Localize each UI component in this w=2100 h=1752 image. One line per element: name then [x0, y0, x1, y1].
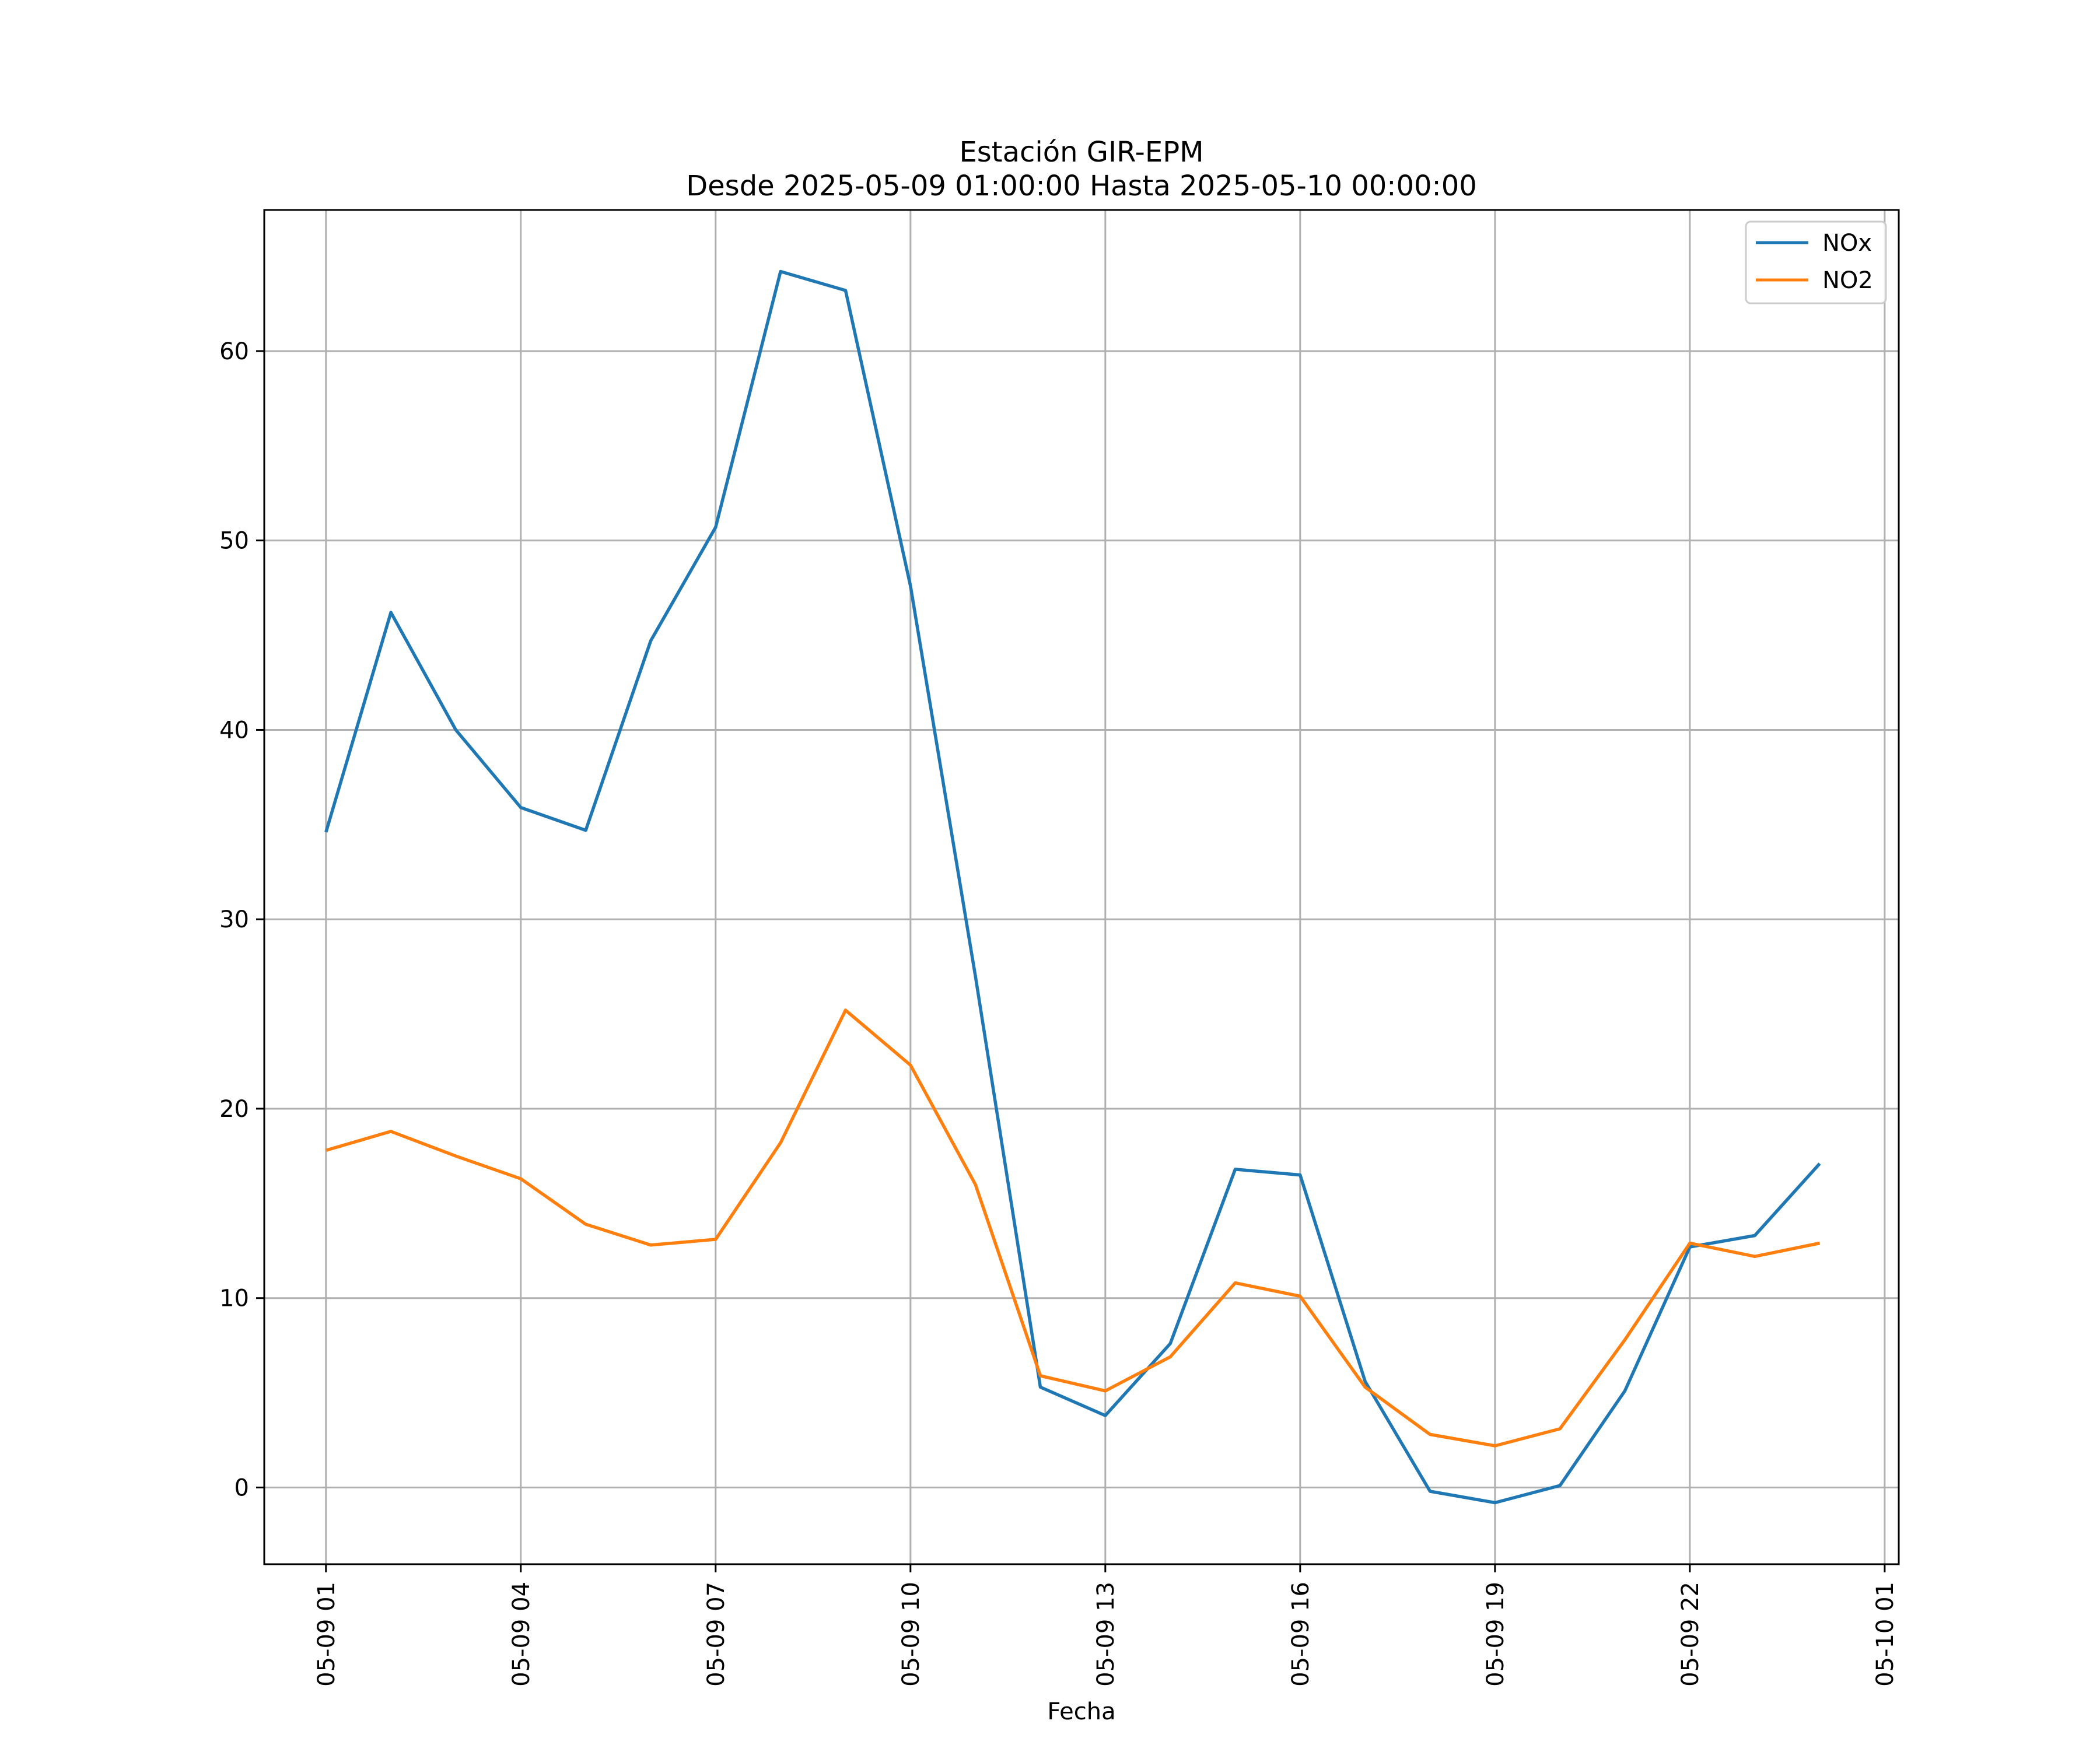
- y-tick-label: 60: [219, 338, 249, 365]
- y-tick-label: 10: [219, 1285, 249, 1312]
- y-tick-label: 30: [219, 906, 249, 933]
- x-tick-label: 05-09 16: [1287, 1582, 1314, 1687]
- x-tick-label: 05-09 19: [1482, 1582, 1509, 1687]
- y-tick-label: 20: [219, 1096, 249, 1123]
- x-tick-label: 05-09 13: [1093, 1582, 1119, 1687]
- x-axis: 05-09 01 05-09 04 05-09 07 05-09 10 05-09 13…: [313, 1564, 1899, 1687]
- series-line-no2: [326, 1008, 1821, 1448]
- x-tick-label: 05-09 01: [313, 1582, 340, 1687]
- plot-series: [324, 269, 1821, 1505]
- series-line-nox: [324, 269, 1821, 1505]
- legend-label-nox: NOx: [1822, 230, 1872, 257]
- x-axis-label: Fecha: [1047, 1698, 1115, 1725]
- y-tick-label: 50: [219, 528, 249, 555]
- x-tick-label: 05-09 10: [898, 1582, 925, 1687]
- y-axis: 0 10 20 30 40 50 60: [219, 338, 264, 1501]
- grid: [264, 210, 1899, 1564]
- y-tick-label: 40: [219, 717, 249, 744]
- legend-label-no2: NO2: [1822, 267, 1873, 294]
- x-tick-label: 05-09 07: [703, 1582, 730, 1687]
- chart-title: Estación GIR-EPM: [959, 136, 1203, 169]
- chart-subtitle: Desde 2025-05-09 01:00:00 Hasta 2025-05-…: [686, 170, 1477, 202]
- y-tick-label: 0: [235, 1474, 249, 1501]
- x-tick-label: 05-10 01: [1872, 1582, 1899, 1687]
- x-tick-label: 05-09 04: [508, 1582, 535, 1687]
- x-tick-label: 05-09 22: [1677, 1582, 1704, 1687]
- legend: NOx NO2: [1745, 220, 1887, 304]
- axes-frame: [263, 209, 1900, 1565]
